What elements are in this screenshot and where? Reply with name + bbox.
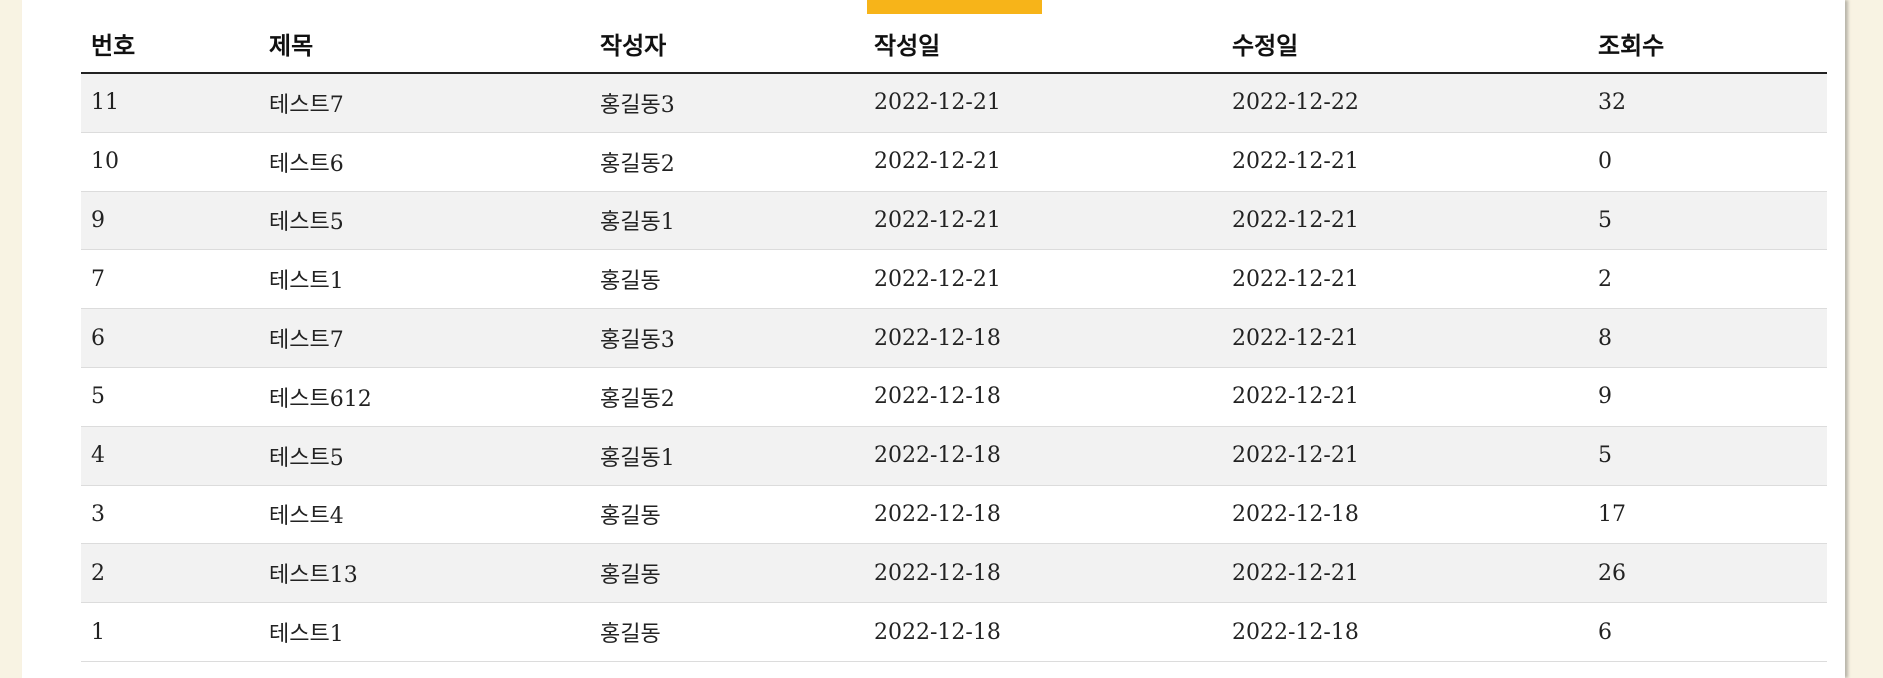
cell-title[interactable]: 테스트612 <box>259 367 590 427</box>
cell-updated-date: 2022-12-18 <box>1222 602 1588 662</box>
cell-created-date: 2022-12-18 <box>864 602 1222 662</box>
cell-updated-date: 2022-12-21 <box>1222 191 1588 251</box>
cell-number: 10 <box>81 132 259 192</box>
table-row[interactable]: 9 테스트5 홍길동1 2022-12-21 2022-12-21 5 <box>81 191 1827 251</box>
column-header-views: 조회수 <box>1588 14 1827 74</box>
column-header-number: 번호 <box>81 14 259 74</box>
table-row[interactable]: 11 테스트7 홍길동3 2022-12-21 2022-12-22 32 <box>81 73 1827 133</box>
cell-author: 홍길동 <box>590 485 864 545</box>
cell-updated-date: 2022-12-21 <box>1222 249 1588 310</box>
cell-updated-date: 2022-12-21 <box>1222 367 1588 427</box>
cell-updated-date: 2022-12-21 <box>1222 308 1588 368</box>
active-tab-indicator <box>867 0 1042 14</box>
table-header-row: 번호 제목 작성자 작성일 수정일 조회수 <box>81 14 1827 74</box>
cell-created-date: 2022-12-21 <box>864 191 1222 251</box>
cell-title[interactable]: 테스트7 <box>259 308 590 368</box>
cell-author: 홍길동 <box>590 249 864 310</box>
table-row[interactable]: 10 테스트6 홍길동2 2022-12-21 2022-12-21 0 <box>81 132 1827 192</box>
cell-author: 홍길동1 <box>590 191 864 251</box>
cell-created-date: 2022-12-21 <box>864 73 1222 133</box>
cell-views: 17 <box>1588 485 1827 545</box>
table-row[interactable]: 6 테스트7 홍길동3 2022-12-18 2022-12-21 8 <box>81 308 1827 368</box>
cell-views: 5 <box>1588 426 1827 486</box>
cell-title[interactable]: 테스트7 <box>259 73 590 133</box>
cell-views: 26 <box>1588 543 1827 604</box>
cell-number: 4 <box>81 426 259 486</box>
cell-views: 8 <box>1588 308 1827 368</box>
table-row[interactable]: 7 테스트1 홍길동 2022-12-21 2022-12-21 2 <box>81 249 1827 310</box>
cell-author: 홍길동2 <box>590 132 864 192</box>
cell-number: 11 <box>81 73 259 133</box>
cell-updated-date: 2022-12-18 <box>1222 485 1588 545</box>
cell-updated-date: 2022-12-21 <box>1222 543 1588 604</box>
post-list-table: 번호 제목 작성자 작성일 수정일 조회수 11 테스트7 홍길동3 2022-12-… <box>81 14 1827 662</box>
cell-title[interactable]: 테스트5 <box>259 426 590 486</box>
cell-created-date: 2022-12-18 <box>864 367 1222 427</box>
cell-title[interactable]: 테스트13 <box>259 543 590 604</box>
cell-number: 7 <box>81 249 259 310</box>
column-header-updated-date: 수정일 <box>1222 14 1588 74</box>
cell-created-date: 2022-12-18 <box>864 485 1222 545</box>
cell-updated-date: 2022-12-22 <box>1222 73 1588 133</box>
cell-author: 홍길동2 <box>590 367 864 427</box>
cell-title[interactable]: 테스트1 <box>259 249 590 310</box>
table-row[interactable]: 5 테스트612 홍길동2 2022-12-18 2022-12-21 9 <box>81 367 1827 427</box>
cell-created-date: 2022-12-18 <box>864 543 1222 604</box>
cell-number: 9 <box>81 191 259 251</box>
column-header-author: 작성자 <box>590 14 864 74</box>
cell-author: 홍길동 <box>590 543 864 604</box>
cell-views: 5 <box>1588 191 1827 251</box>
table-body: 11 테스트7 홍길동3 2022-12-21 2022-12-22 32 10 테스트6 홍길… <box>81 73 1827 662</box>
cell-number: 5 <box>81 367 259 427</box>
column-header-title: 제목 <box>259 14 590 74</box>
table-row[interactable]: 2 테스트13 홍길동 2022-12-18 2022-12-21 26 <box>81 543 1827 604</box>
table-row[interactable]: 4 테스트5 홍길동1 2022-12-18 2022-12-21 5 <box>81 426 1827 486</box>
cell-updated-date: 2022-12-21 <box>1222 132 1588 192</box>
cell-views: 0 <box>1588 132 1827 192</box>
cell-number: 1 <box>81 602 259 662</box>
table-row[interactable]: 1 테스트1 홍길동 2022-12-18 2022-12-18 6 <box>81 602 1827 662</box>
cell-number: 2 <box>81 543 259 604</box>
cell-created-date: 2022-12-21 <box>864 132 1222 192</box>
cell-created-date: 2022-12-18 <box>864 426 1222 486</box>
cell-updated-date: 2022-12-21 <box>1222 426 1588 486</box>
table-row[interactable]: 3 테스트4 홍길동 2022-12-18 2022-12-18 17 <box>81 485 1827 545</box>
cell-created-date: 2022-12-21 <box>864 249 1222 310</box>
board-panel: 번호 제목 작성자 작성일 수정일 조회수 11 테스트7 홍길동3 2022-12-… <box>22 0 1845 678</box>
cell-title[interactable]: 테스트1 <box>259 602 590 662</box>
cell-author: 홍길동1 <box>590 426 864 486</box>
cell-views: 2 <box>1588 249 1827 310</box>
column-header-created-date: 작성일 <box>864 14 1222 74</box>
cell-title[interactable]: 테스트6 <box>259 132 590 192</box>
cell-title[interactable]: 테스트5 <box>259 191 590 251</box>
cell-views: 32 <box>1588 73 1827 133</box>
cell-title[interactable]: 테스트4 <box>259 485 590 545</box>
cell-number: 3 <box>81 485 259 545</box>
cell-number: 6 <box>81 308 259 368</box>
cell-views: 6 <box>1588 602 1827 662</box>
cell-views: 9 <box>1588 367 1827 427</box>
cell-author: 홍길동3 <box>590 308 864 368</box>
cell-created-date: 2022-12-18 <box>864 308 1222 368</box>
cell-author: 홍길동3 <box>590 73 864 133</box>
cell-author: 홍길동 <box>590 602 864 662</box>
